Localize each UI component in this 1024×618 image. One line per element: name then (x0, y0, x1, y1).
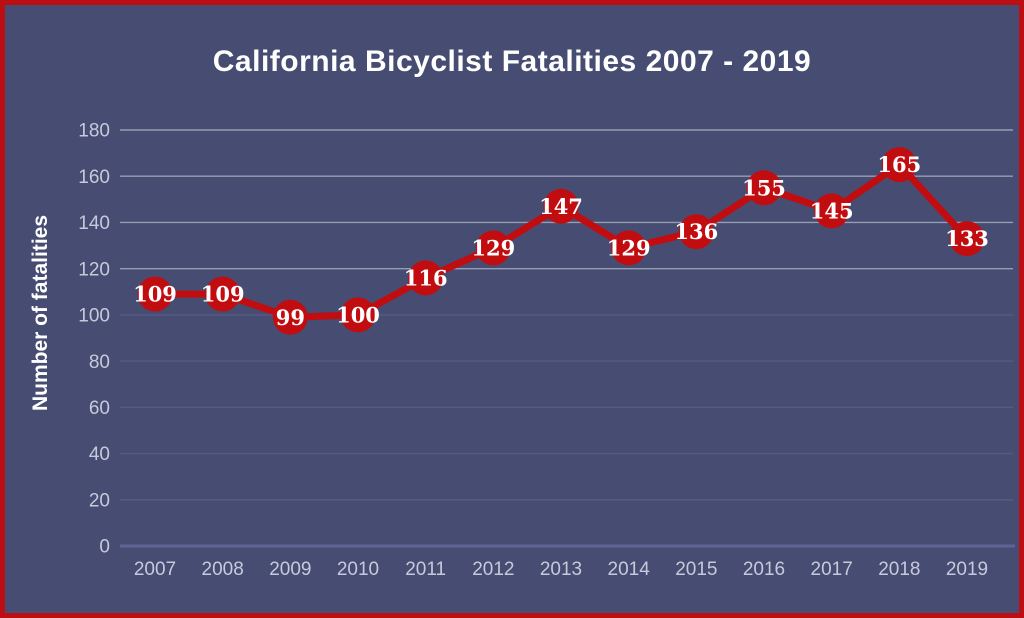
line-chart-canvas: 0 20 40 60 80 100 120 140 160 180 2007 2008 2009 2010… (78, 121, 1015, 580)
x-tick-label: 2007 (134, 559, 176, 580)
x-tick-label: 2018 (878, 559, 920, 580)
data-point (814, 193, 850, 229)
data-point-label: 99 (276, 305, 305, 330)
data-point-label: 109 (201, 282, 245, 307)
x-tick-label: 2016 (743, 559, 785, 580)
x-tick-label: 2008 (202, 559, 244, 580)
data-point-label: 145 (810, 198, 854, 223)
x-tick-label: 2011 (405, 559, 446, 580)
data-point (611, 230, 647, 266)
data-point (272, 299, 308, 335)
y-tick-label: 120 (78, 259, 110, 280)
y-tick-label: 20 (89, 490, 110, 511)
data-point (408, 260, 444, 296)
data-point-label: 155 (742, 175, 786, 200)
x-tick-label: 2013 (540, 559, 582, 580)
data-point (543, 188, 579, 224)
x-tick-label: 2009 (269, 559, 311, 580)
x-tick-label: 2014 (608, 559, 651, 580)
data-point (881, 147, 917, 183)
y-tick-label: 0 (99, 537, 110, 558)
data-point-label: 129 (471, 235, 515, 260)
data-point (949, 221, 985, 257)
data-point-label: 133 (945, 226, 989, 251)
data-point (678, 214, 714, 250)
x-tick-label: 2015 (675, 559, 717, 580)
y-tick-label: 100 (78, 306, 110, 327)
data-point (475, 230, 511, 266)
x-tick-label: 2010 (337, 559, 379, 580)
x-tick-label: 2012 (472, 559, 514, 580)
y-tick-label: 60 (89, 398, 110, 419)
data-point-label: 165 (877, 152, 921, 177)
data-point (137, 276, 173, 312)
data-point-label: 109 (133, 282, 177, 307)
data-point-label: 100 (336, 302, 380, 327)
data-point-label: 116 (404, 265, 448, 290)
data-point (205, 276, 241, 312)
y-tick-label: 160 (78, 167, 110, 188)
chart-title: California Bicyclist Fatalities 2007 - 2… (212, 45, 812, 78)
x-tick-label: 2019 (946, 559, 988, 580)
y-tick-label: 140 (78, 213, 110, 234)
data-point-label: 136 (674, 219, 718, 244)
x-tick-label: 2017 (811, 559, 853, 580)
data-point-label: 147 (539, 194, 583, 219)
trend-line (151, 161, 971, 321)
y-tick-label: 180 (78, 121, 110, 142)
data-point (746, 170, 782, 206)
y-tick-label: 80 (89, 352, 110, 373)
data-point (340, 297, 376, 333)
y-tick-label: 40 (89, 444, 110, 465)
data-point-label: 129 (607, 235, 651, 260)
